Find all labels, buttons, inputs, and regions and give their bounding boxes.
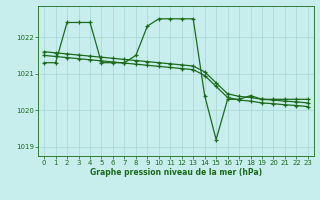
X-axis label: Graphe pression niveau de la mer (hPa): Graphe pression niveau de la mer (hPa) (90, 168, 262, 177)
